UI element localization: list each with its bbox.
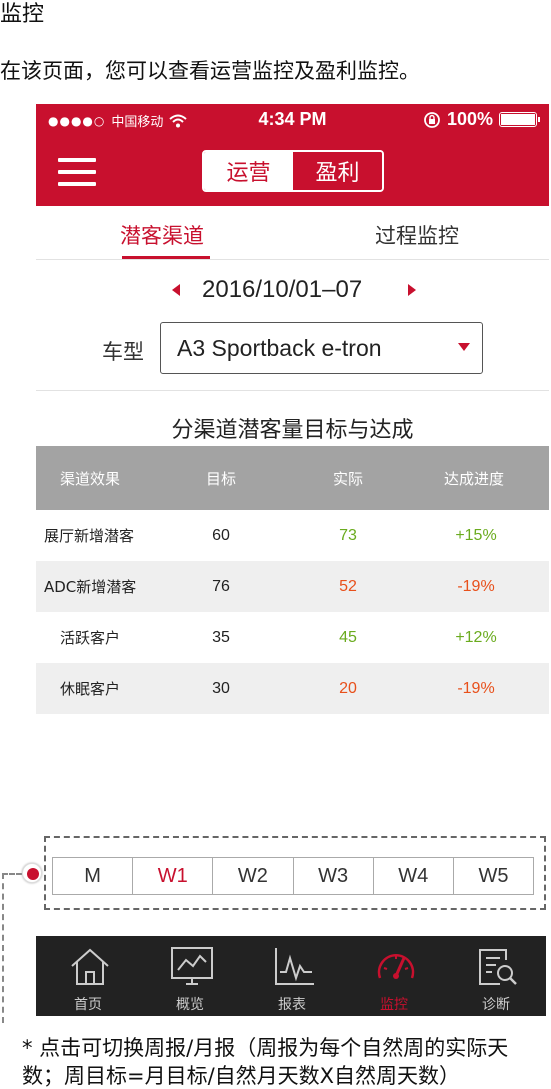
- row-channel: ADC新增潜客: [44, 578, 137, 596]
- row-progress: +15%: [455, 526, 497, 544]
- header-target: 目标: [205, 469, 236, 488]
- row-progress: -19%: [457, 679, 495, 697]
- tab-monitor[interactable]: 监控: [344, 936, 444, 1016]
- tab-overview[interactable]: 概览: [140, 936, 240, 1016]
- row-progress: +12%: [455, 628, 497, 646]
- date-navigator: 2016/10/01–07: [36, 276, 549, 306]
- diagnosis-search-icon: [479, 949, 517, 985]
- gauge-icon: [377, 954, 415, 979]
- period-highlight-box: [44, 836, 546, 910]
- dropdown-caret-icon: [458, 343, 470, 351]
- row-progress: -19%: [457, 577, 495, 595]
- segment-control: 运营 盈利: [202, 150, 384, 192]
- period-week-4[interactable]: W4: [374, 858, 454, 894]
- car-model-select[interactable]: A3 Sportback e-tron: [160, 322, 483, 374]
- row-actual: 73: [339, 526, 357, 544]
- period-week-1[interactable]: W1: [133, 858, 214, 894]
- annotation-marker: [22, 863, 42, 883]
- tab-home-label: 首页: [74, 997, 102, 1013]
- battery-percent: 100%: [446, 109, 493, 129]
- carrier-name: 中国移动: [111, 115, 164, 130]
- car-model-label: 车型: [102, 340, 144, 364]
- row-actual: 45: [339, 628, 357, 646]
- row-target: 35: [212, 628, 230, 646]
- table-title: 分渠道潜客量目标与达成: [171, 418, 414, 443]
- segment-profit[interactable]: 盈利: [293, 152, 382, 190]
- row-channel: 展厅新增潜客: [44, 527, 135, 545]
- header-progress: 达成进度: [443, 469, 504, 488]
- home-icon: [71, 948, 109, 985]
- doc-title: 监控: [0, 2, 45, 27]
- prev-date-icon[interactable]: [172, 284, 180, 296]
- row-target: 60: [212, 526, 230, 544]
- divider: [36, 390, 549, 391]
- annotation-leader-line: [2, 873, 22, 875]
- row-target: 76: [212, 577, 230, 595]
- footnote: * 点击可切换周报/月报（周报为每个自然周的实际天数；周目标=月目标/自然月天数…: [22, 1036, 509, 1088]
- row-actual: 20: [339, 679, 357, 697]
- bottom-tab-bar: 首页 概览 报表 监控 诊断: [36, 936, 546, 1016]
- table-header: 渠道效果 目标 实际 达成进度: [36, 446, 549, 510]
- period-week-3[interactable]: W3: [294, 858, 374, 894]
- period-selector: M W1 W2 W3 W4 W5: [52, 857, 534, 895]
- tab-overview-label: 概览: [176, 997, 204, 1013]
- period-week-5[interactable]: W5: [478, 864, 509, 887]
- date-range: 2016/10/01–07: [202, 276, 363, 303]
- row-actual: 52: [339, 577, 357, 595]
- tab-diagnosis-label: 诊断: [482, 997, 510, 1013]
- tab-report[interactable]: 报表: [242, 936, 342, 1016]
- rotation-lock-icon: [424, 111, 440, 128]
- segment-operation[interactable]: 运营: [204, 152, 293, 190]
- report-chart-icon: [275, 948, 314, 985]
- overview-monitor-icon: [171, 947, 213, 985]
- signal-strength: ●●●●○: [48, 113, 106, 128]
- tab-home[interactable]: 首页: [38, 936, 138, 1016]
- tab-active-indicator: [122, 256, 210, 259]
- status-bar: ●●●●○ 中国移动 4:34 PM 100%: [36, 104, 549, 136]
- channel-table: 渠道效果 目标 实际 达成进度 展厅新增潜客 60 73 +15% ADC新增潜…: [36, 446, 549, 714]
- table-row: 活跃客户 35 45 +12%: [36, 612, 549, 663]
- tab-monitor-label: 监控: [380, 997, 408, 1013]
- row-channel: 休眠客户: [60, 680, 121, 698]
- period-week-2[interactable]: W2: [213, 858, 294, 894]
- row-channel: 活跃客户: [60, 629, 121, 647]
- battery-icon: [499, 112, 540, 127]
- table-row: ADC新增潜客 76 52 -19%: [36, 561, 549, 612]
- tab-prospect-channel[interactable]: 潜客渠道: [120, 224, 204, 248]
- tab-process-monitor[interactable]: 过程监控: [375, 224, 459, 248]
- period-month[interactable]: M: [53, 858, 134, 894]
- table-row: 休眠客户 30 20 -19%: [36, 663, 549, 714]
- tab-report-label: 报表: [278, 997, 306, 1013]
- wifi-icon: [169, 114, 188, 127]
- header-actual: 实际: [332, 469, 363, 488]
- header-channel: 渠道效果: [60, 469, 121, 488]
- row-target: 30: [212, 679, 230, 697]
- nav-bar: 运营 盈利: [36, 136, 549, 206]
- tab-diagnosis[interactable]: 诊断: [446, 936, 546, 1016]
- menu-icon[interactable]: [58, 158, 96, 186]
- sub-tabs: 潜客渠道 过程监控: [36, 206, 549, 260]
- status-time: 4:34 PM: [258, 109, 327, 129]
- annotation-leader-line: [2, 873, 4, 1023]
- car-model-value: A3 Sportback e-tron: [177, 335, 382, 361]
- table-row: 展厅新增潜客 60 73 +15%: [36, 510, 549, 561]
- next-date-icon[interactable]: [408, 284, 416, 296]
- doc-description: 在该页面，您可以查看运营监控及盈利监控。: [0, 59, 420, 83]
